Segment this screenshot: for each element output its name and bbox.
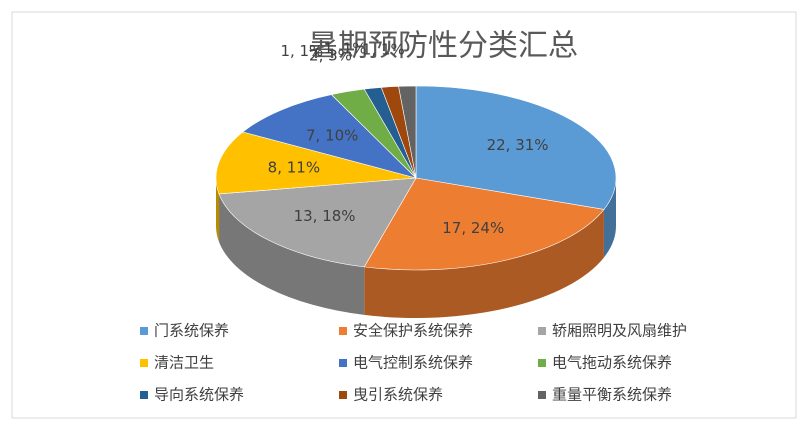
legend-swatch [339,391,347,399]
data-label: 7, 10% [306,126,358,144]
legend-swatch [140,359,148,367]
slice-side [364,209,604,318]
data-label: 2, 3% [309,46,352,64]
legend-swatch [140,391,148,399]
legend-swatch [538,391,546,399]
chart-title: 暑期预防性分类汇总 [308,29,578,64]
slice-side [219,193,365,315]
legend-label: 门系统保养 [154,322,229,340]
slice [242,94,418,179]
legend-swatch [538,327,546,335]
legend-swatch [339,327,347,335]
data-label: 1, 1% [280,42,323,60]
data-label: 8, 11% [268,159,320,177]
data-label: 1, 1% [324,40,367,58]
legend-label: 曳引系统保养 [353,386,443,404]
data-label: 22, 31% [487,136,549,154]
slice [215,131,417,195]
legend-swatch [538,359,546,367]
legend-label: 电气控制系统保养 [353,354,473,372]
slice [218,177,417,268]
slice-side [216,178,220,242]
data-label: 13, 18% [294,207,356,225]
slice-side [603,178,616,258]
legend-swatch [140,327,148,335]
legend-label: 重量平衡系统保养 [552,386,672,404]
legend-swatch [339,359,347,367]
slice [415,85,617,210]
slice [363,177,605,271]
legend-label: 安全保护系统保养 [353,322,473,340]
slice [398,85,417,179]
legend-label: 电气拖动系统保养 [552,354,672,372]
legend-label: 导向系统保养 [154,386,244,404]
legend-label: 轿厢照明及风扇维护 [552,322,687,340]
data-label: 1, 1% [362,40,405,58]
data-label: 17, 24% [442,219,504,237]
legend-label: 清洁卫生 [154,354,214,372]
